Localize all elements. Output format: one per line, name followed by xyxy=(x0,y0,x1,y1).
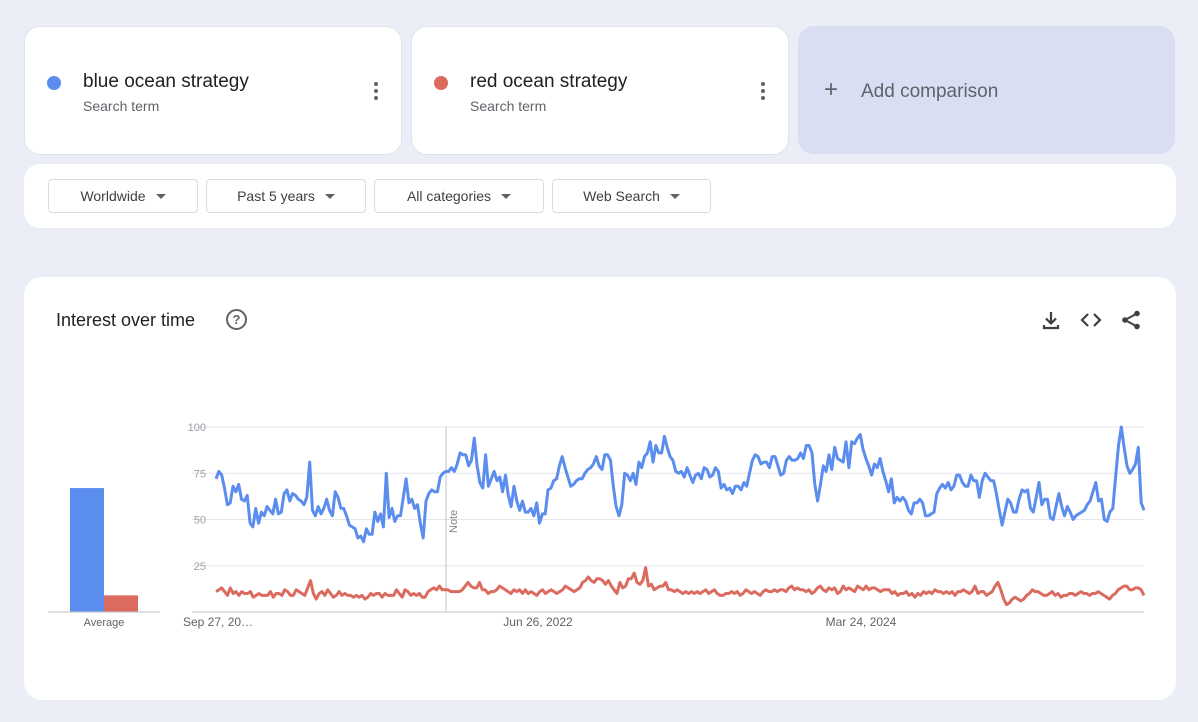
y-tick-label: 50 xyxy=(194,515,206,527)
interest-over-time-panel: Interest over time ? Average 100 75 50 25 No… xyxy=(24,277,1176,700)
more-vert-icon[interactable] xyxy=(373,82,379,102)
plus-icon: + xyxy=(824,76,839,103)
region-label: Worldwide xyxy=(80,188,146,204)
add-comparison-button[interactable]: + Add comparison xyxy=(798,26,1175,154)
search-type-label: Web Search xyxy=(583,188,660,204)
add-comparison-label: Add comparison xyxy=(861,81,999,102)
help-icon[interactable]: ? xyxy=(226,309,247,330)
x-tick-label: Jun 26, 2022 xyxy=(503,615,573,629)
download-icon[interactable] xyxy=(1040,309,1062,331)
series-color-dot xyxy=(434,76,448,90)
caret-down-icon xyxy=(669,193,680,199)
y-tick-label: 75 xyxy=(194,468,206,480)
series-line-blue xyxy=(214,425,1146,544)
term-label: blue ocean strategy xyxy=(83,71,249,92)
caret-down-icon xyxy=(155,193,166,199)
term-card-blue[interactable]: blue ocean strategy Search term xyxy=(24,26,402,155)
search-type-dropdown[interactable]: Web Search xyxy=(552,179,711,213)
time-range-dropdown[interactable]: Past 5 years xyxy=(206,179,366,213)
term-label: red ocean strategy xyxy=(470,71,628,92)
average-bar-red xyxy=(104,595,138,612)
more-vert-icon[interactable] xyxy=(760,82,766,102)
caret-down-icon xyxy=(324,193,335,199)
x-tick-label: Sep 27, 20… xyxy=(183,615,253,629)
share-icon[interactable] xyxy=(1120,309,1142,331)
series-line-red xyxy=(215,566,1146,607)
term-type: Search term xyxy=(83,98,160,114)
region-dropdown[interactable]: Worldwide xyxy=(48,179,198,213)
average-bar-blue xyxy=(70,488,104,612)
y-tick-label: 100 xyxy=(188,422,206,434)
time-range-label: Past 5 years xyxy=(237,188,315,204)
average-label: Average xyxy=(84,617,125,629)
filter-bar: Worldwide Past 5 years All categories We… xyxy=(24,164,1176,228)
term-card-red[interactable]: red ocean strategy Search term xyxy=(411,26,789,155)
interest-line-chart: Average 100 75 50 25 Note Sep 27, 20… Jun 26, … xyxy=(48,422,1146,629)
embed-code-icon[interactable] xyxy=(1080,309,1102,331)
series-color-dot xyxy=(47,76,61,90)
y-tick-label: 25 xyxy=(194,561,206,573)
term-type: Search term xyxy=(470,98,547,114)
caret-down-icon xyxy=(501,193,512,199)
note-label: Note xyxy=(448,510,460,533)
category-label: All categories xyxy=(406,188,492,204)
category-dropdown[interactable]: All categories xyxy=(374,179,544,213)
x-tick-label: Mar 24, 2024 xyxy=(826,615,897,629)
panel-title: Interest over time xyxy=(56,310,196,330)
